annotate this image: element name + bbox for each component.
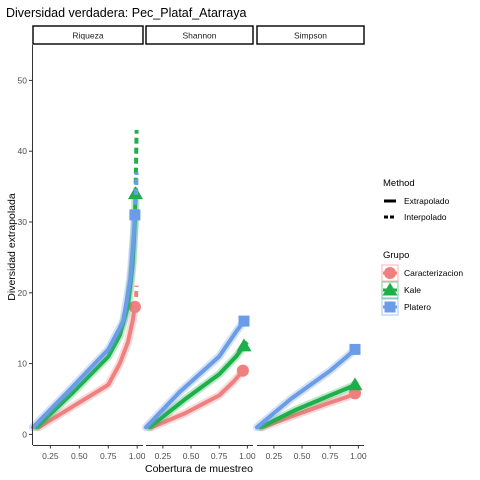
legend-method-item: Extrapolado bbox=[384, 196, 450, 206]
series-kale bbox=[256, 377, 363, 432]
x-tick-label: 0.50 bbox=[183, 451, 200, 461]
series-point-caracterizacion bbox=[348, 387, 362, 400]
series-caracterizacion bbox=[258, 387, 362, 432]
legend-method-items: Extrapolado Interpolado bbox=[384, 196, 450, 222]
panel-strip-label: Riqueza bbox=[72, 31, 103, 41]
y-axis-title: Diversidad extrapolada bbox=[6, 193, 18, 301]
legend-grupo-title: Grupo bbox=[383, 250, 409, 261]
y-axis: 0 10 20 30 40 50 bbox=[18, 45, 33, 445]
panel-strip bbox=[32, 25, 144, 45]
legend-key-marker bbox=[384, 301, 396, 313]
legend-grupo-label: Caracterizacion bbox=[404, 268, 463, 278]
panel-simpson: Simpson 0.25 0.50 0.75 1.00 bbox=[253, 25, 367, 461]
legend-method-label: Interpolado bbox=[404, 212, 447, 222]
series-point-caracterizacion bbox=[236, 364, 249, 377]
panels: Riqueza 0.25 0.50 0.75 1.00 Shannon 0.25 0.50 0.… bbox=[29, 25, 367, 461]
legend-key-marker bbox=[382, 282, 398, 296]
panel-strip bbox=[256, 25, 365, 45]
x-tick-label: 0.50 bbox=[294, 451, 311, 461]
x-tick-label: 0.50 bbox=[71, 451, 88, 461]
y-tick-label: 20 bbox=[18, 288, 28, 298]
panel-strip-label: Simpson bbox=[294, 31, 327, 41]
x-tick-label: 1.00 bbox=[129, 451, 146, 461]
panel-strip-label: Shannon bbox=[182, 31, 216, 41]
x-tick-label: 0.25 bbox=[42, 451, 59, 461]
legend-method-title: Method bbox=[383, 178, 415, 189]
series-line-interpolated bbox=[147, 343, 246, 430]
series-platero bbox=[142, 315, 250, 432]
legend-key-marker bbox=[383, 266, 397, 280]
x-tick-label: 0.25 bbox=[266, 451, 283, 461]
series-kale bbox=[145, 338, 252, 432]
x-tick-label: 1.00 bbox=[350, 451, 367, 461]
legend-grupo-items: Caracterizacion Kale Platero bbox=[381, 264, 463, 316]
x-tick-label: 0.75 bbox=[100, 451, 117, 461]
x-tick-label: 0.25 bbox=[155, 451, 172, 461]
y-tick-label: 0 bbox=[22, 429, 27, 439]
panel-shannon: Shannon 0.25 0.50 0.75 1.00 bbox=[142, 25, 256, 461]
x-axis-title: Cobertura de muestreo bbox=[145, 463, 253, 475]
series-line-extrapolated bbox=[132, 172, 139, 216]
y-tick-label: 40 bbox=[18, 146, 28, 156]
legend-grupo-label: Kale bbox=[404, 285, 421, 295]
chart-title: Diversidad verdadera: Pec_Plataf_Atarray… bbox=[6, 6, 246, 20]
series-line-interpolated bbox=[34, 191, 138, 430]
series-point-caracterizacion bbox=[128, 300, 141, 313]
series-line-interpolated bbox=[36, 304, 137, 430]
x-tick-label: 0.75 bbox=[322, 451, 339, 461]
series-band bbox=[32, 189, 140, 432]
series-caracterizacion bbox=[34, 285, 141, 432]
legend-method-item: Interpolado bbox=[384, 212, 447, 222]
legend: Method Extrapolado Interpolado Grupo Cara… bbox=[381, 178, 463, 316]
series-point-platero bbox=[129, 209, 141, 221]
legend-grupo-label: Platero bbox=[404, 302, 431, 312]
panel-strip bbox=[145, 25, 254, 45]
y-tick-label: 30 bbox=[18, 217, 28, 227]
y-tick-label: 10 bbox=[18, 359, 28, 369]
y-tick-label: 50 bbox=[18, 75, 28, 85]
series-point-platero bbox=[238, 315, 250, 327]
x-tick-label: 1.00 bbox=[239, 451, 256, 461]
series-point-platero bbox=[349, 343, 361, 355]
series-line-interpolated bbox=[144, 319, 246, 430]
series-line-interpolated bbox=[31, 212, 137, 430]
series-platero bbox=[29, 172, 141, 432]
x-tick-label: 0.75 bbox=[211, 451, 228, 461]
legend-grupo-item: Kale bbox=[381, 281, 421, 299]
series-point-kale bbox=[347, 377, 363, 391]
series-line-interpolated bbox=[149, 368, 245, 430]
panel-riqueza: Riqueza 0.25 0.50 0.75 1.00 bbox=[29, 25, 146, 461]
legend-grupo-item: Platero bbox=[381, 298, 431, 316]
series-point-kale bbox=[236, 338, 252, 352]
legend-grupo-item: Caracterizacion bbox=[381, 264, 463, 282]
legend-method-label: Extrapolado bbox=[404, 196, 450, 206]
series-platero bbox=[253, 343, 361, 432]
series-caracterizacion bbox=[147, 364, 249, 432]
